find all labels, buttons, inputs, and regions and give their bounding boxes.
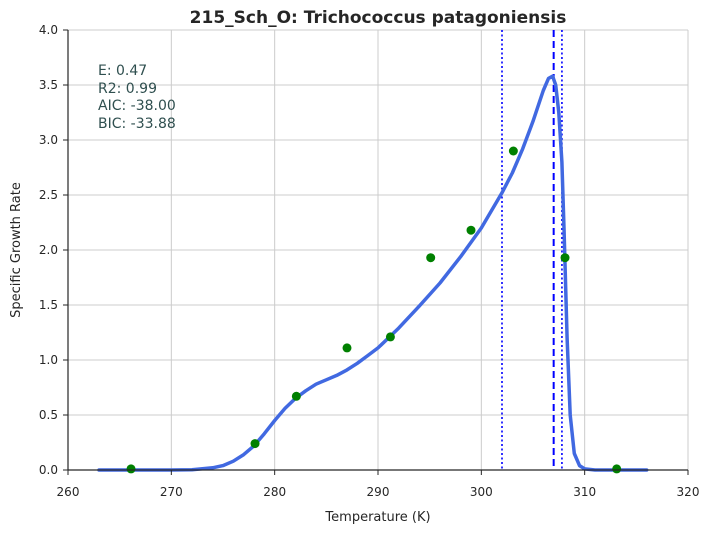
x-tick-label: 280 (263, 485, 286, 499)
stat-e: E: 0.47 (98, 63, 147, 79)
chart-title: 215_Sch_O: Trichococcus patagoniensis (190, 8, 567, 28)
y-tick-label: 1.5 (39, 298, 58, 312)
data-point (560, 253, 570, 263)
data-point (385, 332, 395, 342)
stats-box: E: 0.47 R2: 0.99 AIC: -38.00 BIC: -33.88 (98, 63, 176, 132)
x-tick-label: 310 (573, 485, 596, 499)
data-point (250, 439, 260, 449)
data-point (126, 464, 136, 474)
y-tick-label: 0.0 (39, 463, 58, 477)
reference-lines (501, 30, 563, 470)
x-tick-label: 320 (677, 485, 700, 499)
stat-bic: BIC: -33.88 (98, 116, 176, 132)
y-tick-label: 2.5 (39, 188, 58, 202)
data-point (612, 464, 622, 474)
y-axis-label: Specific Growth Rate (9, 182, 24, 318)
y-tick-label: 2.0 (39, 243, 58, 257)
grid (68, 29, 689, 470)
stat-r2: R2: 0.99 (98, 81, 157, 97)
data-point (291, 391, 301, 401)
y-tick-labels: 0.0 0.5 1.0 1.5 2.0 2.5 3.0 3.5 4.0 (39, 23, 58, 477)
data-points (126, 146, 622, 474)
data-point (508, 146, 518, 156)
x-tick-labels: 260 270 280 290 300 310 320 (57, 485, 700, 499)
x-axis-label: Temperature (K) (324, 510, 430, 525)
data-point (426, 253, 436, 263)
y-tick-label: 3.5 (39, 78, 58, 92)
axes (63, 29, 689, 475)
y-tick-label: 0.5 (39, 408, 58, 422)
x-tick-label: 300 (470, 485, 493, 499)
stat-aic: AIC: -38.00 (98, 98, 176, 114)
data-point (342, 343, 352, 353)
y-tick-label: 3.0 (39, 133, 58, 147)
y-tick-label: 1.0 (39, 353, 58, 367)
x-tick-label: 270 (160, 485, 183, 499)
x-tick-label: 260 (57, 485, 80, 499)
x-tick-label: 290 (367, 485, 390, 499)
y-tick-label: 4.0 (39, 23, 58, 37)
data-point (466, 225, 476, 235)
